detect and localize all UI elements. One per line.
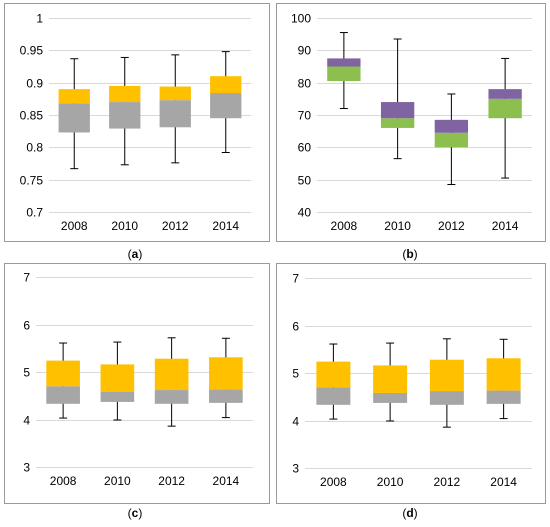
x-tick-label: 2012 [438, 219, 465, 233]
box-lower [380, 118, 415, 128]
y-tick-label: 100 [291, 12, 311, 26]
y-tick-label: 0.95 [20, 44, 44, 58]
x-tick-label: 2012 [158, 474, 185, 488]
y-tick-label: 60 [298, 141, 312, 155]
y-tick-label: 50 [298, 174, 312, 188]
box-lower [429, 391, 464, 405]
y-tick-label: 3 [23, 461, 30, 475]
x-tick-label: 2014 [492, 219, 519, 233]
panel-label: (b) [402, 247, 417, 261]
panel-label: (a) [128, 247, 143, 261]
y-tick-label: 7 [23, 271, 30, 285]
y-tick-label: 5 [292, 367, 299, 381]
box-upper [46, 360, 80, 387]
box-lower [373, 392, 408, 403]
box-lower [327, 66, 361, 82]
box-upper [100, 364, 135, 392]
y-tick-label: 80 [298, 77, 312, 91]
y-tick-label: 90 [298, 44, 312, 58]
y-tick-label: 5 [23, 366, 30, 380]
y-tick-label: 6 [292, 320, 299, 334]
box-upper [486, 358, 521, 391]
box-lower [159, 100, 191, 128]
box-upper [429, 359, 464, 392]
box-lower [46, 386, 80, 404]
box-upper [109, 85, 141, 103]
box-lower [100, 391, 135, 402]
y-tick-label: 0.85 [20, 109, 44, 123]
box-upper [316, 361, 351, 388]
y-tick-label: 40 [298, 206, 312, 220]
y-tick-label: 7 [292, 272, 299, 286]
box-lower [434, 132, 469, 148]
x-tick-label: 2014 [212, 219, 239, 233]
box-lower [58, 103, 90, 133]
box-lower [109, 102, 141, 129]
x-tick-label: 2012 [434, 475, 461, 489]
x-tick-label: 2010 [377, 475, 404, 489]
box-upper [209, 357, 243, 390]
box-upper [210, 76, 242, 94]
x-tick-label: 2008 [61, 219, 88, 233]
x-tick-label: 2012 [162, 219, 189, 233]
box-lower [209, 389, 243, 403]
box-upper [488, 89, 522, 99]
box-lower [154, 390, 189, 404]
y-tick-label: 0.9 [26, 77, 43, 91]
y-tick-label: 6 [23, 319, 30, 333]
y-tick-label: 0.75 [20, 174, 44, 188]
x-tick-label: 2008 [331, 219, 358, 233]
box-upper [380, 102, 415, 119]
x-tick-label: 2014 [490, 475, 517, 489]
panel-label: (c) [128, 506, 143, 520]
box-upper [154, 358, 189, 391]
box-lower [210, 93, 242, 119]
y-tick-label: 1 [36, 12, 43, 26]
box-upper [58, 89, 90, 104]
box-upper [159, 86, 191, 101]
x-tick-label: 2010 [384, 219, 411, 233]
y-tick-label: 4 [292, 415, 299, 429]
box-lower [488, 98, 522, 119]
x-tick-label: 2010 [111, 219, 138, 233]
y-tick-label: 0.8 [26, 141, 43, 155]
box-lower [486, 390, 521, 404]
y-tick-label: 3 [292, 462, 299, 476]
x-tick-label: 2008 [50, 474, 77, 488]
y-tick-label: 4 [23, 414, 30, 428]
x-tick-label: 2008 [320, 475, 347, 489]
x-tick-label: 2014 [213, 474, 240, 488]
x-tick-label: 2010 [104, 474, 131, 488]
y-tick-label: 70 [298, 109, 312, 123]
box-upper [327, 58, 361, 67]
y-tick-label: 0.7 [26, 206, 43, 220]
panel-label: (d) [402, 506, 417, 520]
box-lower [316, 387, 351, 405]
box-upper [434, 119, 469, 133]
box-upper [373, 365, 408, 393]
